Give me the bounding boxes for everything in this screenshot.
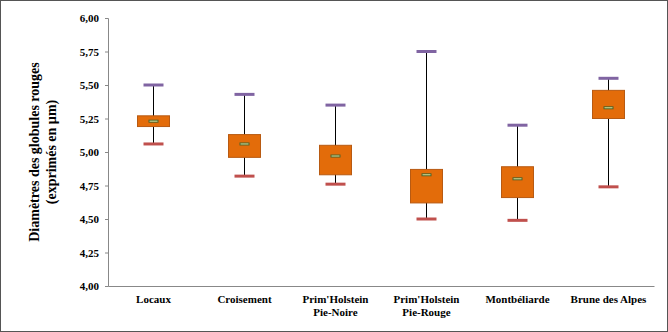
y-tick-mark xyxy=(105,52,108,53)
min-marker xyxy=(235,175,255,178)
x-labels: Locaux Croisement Prim'HolsteinPie-Noire Pr… xyxy=(136,293,647,318)
y-tick-mark xyxy=(105,219,108,220)
plot: 4,00 4,25 4,50 4,75 5,00 5,25 5,50 5,75 6,00 Loca… xyxy=(80,12,655,318)
median-highlight xyxy=(605,107,613,108)
box xyxy=(138,116,170,127)
box-group xyxy=(502,125,534,220)
x-axis xyxy=(109,286,655,288)
y-tick-label: 5,75 xyxy=(80,46,100,58)
y-tick-mark xyxy=(105,85,108,86)
y-tick: 6,00 xyxy=(80,12,108,24)
y-tick-mark xyxy=(105,286,108,287)
max-marker xyxy=(417,50,437,53)
chart: 4,00 4,25 4,50 4,75 5,00 5,25 5,50 5,75 6,00 Loca… xyxy=(0,0,668,332)
min-marker xyxy=(144,142,164,145)
median-highlight xyxy=(332,156,340,157)
median xyxy=(604,106,614,109)
chart-frame xyxy=(1,1,668,332)
y-tick-label: 4,25 xyxy=(80,247,100,259)
box xyxy=(411,169,443,203)
y-tick: 5,25 xyxy=(80,113,108,125)
y-tick-label: 4,00 xyxy=(80,280,100,292)
median-highlight xyxy=(514,178,522,179)
x-tick-label: Brune des Alpes xyxy=(571,293,648,305)
x-tick-label: Croisement xyxy=(217,293,272,305)
y-tick-label: 4,75 xyxy=(80,180,100,192)
box xyxy=(502,167,534,198)
y-tick: 4,25 xyxy=(80,247,108,259)
max-marker xyxy=(508,124,528,127)
box xyxy=(593,90,625,118)
median-highlight xyxy=(423,174,431,175)
y-tick: 4,00 xyxy=(80,280,108,292)
median-highlight xyxy=(150,121,158,122)
box-group xyxy=(593,78,625,187)
y-tick-mark xyxy=(105,18,108,19)
median xyxy=(422,173,432,176)
y-tick-label: 4,50 xyxy=(80,213,100,225)
box-group xyxy=(229,94,261,176)
y-tick-label: 5,00 xyxy=(80,146,100,158)
median xyxy=(240,142,250,145)
y-axis-title: Diamètres des globules rouges(exprimés e… xyxy=(27,62,60,242)
x-axis-line xyxy=(109,286,655,287)
min-marker xyxy=(508,219,528,222)
y-tick-mark xyxy=(105,253,108,254)
min-marker xyxy=(417,218,437,221)
y-tick-label: 5,50 xyxy=(80,79,100,91)
box-group xyxy=(138,85,170,144)
max-marker xyxy=(235,93,255,96)
median-highlight xyxy=(241,143,249,144)
x-tick-label: Prim'HolsteinPie-Rouge xyxy=(394,293,460,318)
median xyxy=(149,120,159,123)
max-marker xyxy=(599,77,619,80)
box-group xyxy=(411,52,443,220)
median xyxy=(513,177,523,180)
median xyxy=(331,155,341,158)
y-tick: 5,50 xyxy=(80,79,108,91)
y-tick: 4,50 xyxy=(80,213,108,225)
y-tick-mark xyxy=(105,186,108,187)
y-axis-line xyxy=(105,19,109,287)
box xyxy=(229,135,261,158)
box-group xyxy=(320,105,352,184)
y-axis: 4,00 4,25 4,50 4,75 5,00 5,25 5,50 5,75 6,00 xyxy=(80,12,109,292)
y-tick: 5,75 xyxy=(80,46,108,58)
y-tick-mark xyxy=(105,119,108,120)
min-marker xyxy=(326,183,346,186)
x-tick-label: Locaux xyxy=(136,293,171,305)
y-tick-label: 5,25 xyxy=(80,113,100,125)
max-marker xyxy=(326,104,346,107)
min-marker xyxy=(599,185,619,188)
whisker xyxy=(153,85,154,144)
y-tick-label: 6,00 xyxy=(80,12,100,24)
max-marker xyxy=(144,84,164,87)
y-tick: 4,75 xyxy=(80,180,108,192)
box xyxy=(320,145,352,174)
x-tick-label: Montbéliarde xyxy=(485,293,549,305)
y-tick: 5,00 xyxy=(80,146,108,158)
y-tick-mark xyxy=(105,152,108,153)
x-tick-label: Prim'HolsteinPie-Noire xyxy=(303,293,369,318)
boxes xyxy=(138,52,625,221)
